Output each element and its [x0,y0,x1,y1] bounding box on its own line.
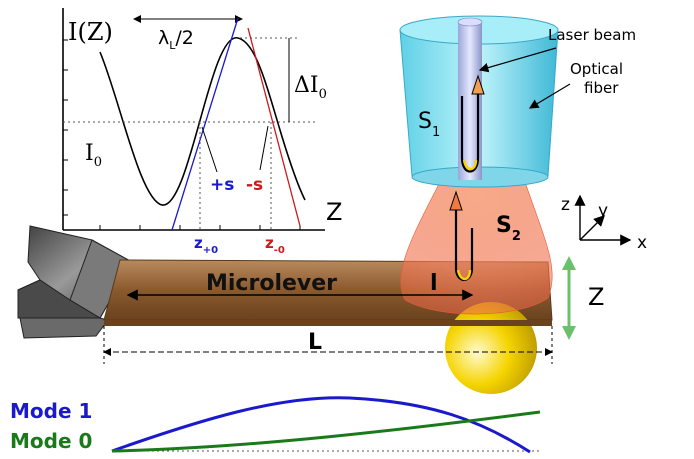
minus-s-pointer [259,125,269,171]
z-plus-label: z+0 [194,234,218,256]
optical-fiber-pointer [528,83,571,109]
graph-x-label: Z [326,198,342,226]
axis-y-label: y [598,201,608,221]
L-label: L [308,330,322,355]
minus-s-label: -s [246,175,263,195]
mode-shapes: Mode 1 Mode 0 [10,396,541,454]
lever-holder [17,225,133,339]
beam-arrowhead-s2 [449,190,463,211]
axis-z-label: z [561,195,570,215]
bead-sphere [445,302,537,394]
baseline-i0-label: I0 [85,141,102,170]
mode1-label: Mode 1 [10,399,92,423]
microlever-label: Microlever [206,271,337,296]
light-cone [400,181,553,315]
optical-fiber-label-line1: Optical [570,60,623,78]
z-motion-label: Z [588,283,604,311]
laser-beam-label: Laser beam [548,26,636,44]
s2-label: S2 [496,213,521,244]
coordinate-axes: z y x [561,194,647,253]
beam-loop-s1 [460,90,480,173]
beam-loop-s1-yellow [462,159,478,171]
mode1-curve [111,396,531,454]
svg-text:λL/2: λL/2 [158,27,194,52]
plus-slope-tangent [171,17,239,231]
mode0-curve [111,410,541,453]
plus-s-pointer [201,126,218,173]
intensity-curve [99,37,306,206]
wavelength-label: λL/2 [158,27,194,52]
intensity-graph: I(Z) Z λL/2 I0 ΔI0 +s -s [62,8,342,256]
plus-s-label: +s [210,175,234,195]
z-minus-label: z-0 [265,234,285,256]
z-motion-arrow [562,256,576,340]
l-small-label: l [430,271,438,296]
s1-label: S1 [418,109,440,140]
lever-front-edge [104,320,552,326]
axis-x-label: x [637,233,647,253]
beam-arrowhead-s1 [471,74,485,95]
minus-slope-tangent [247,27,301,227]
beam-loop-s2-yellow [456,269,472,281]
delta-i0-label: ΔI0 [294,73,327,102]
mode0-label: Mode 0 [10,429,92,453]
optical-fiber-label-line2: fiber [584,79,619,97]
graph-y-label: I(Z) [68,18,113,46]
graph-y-ticks [63,39,68,216]
laser-beam-pointer [478,47,557,73]
